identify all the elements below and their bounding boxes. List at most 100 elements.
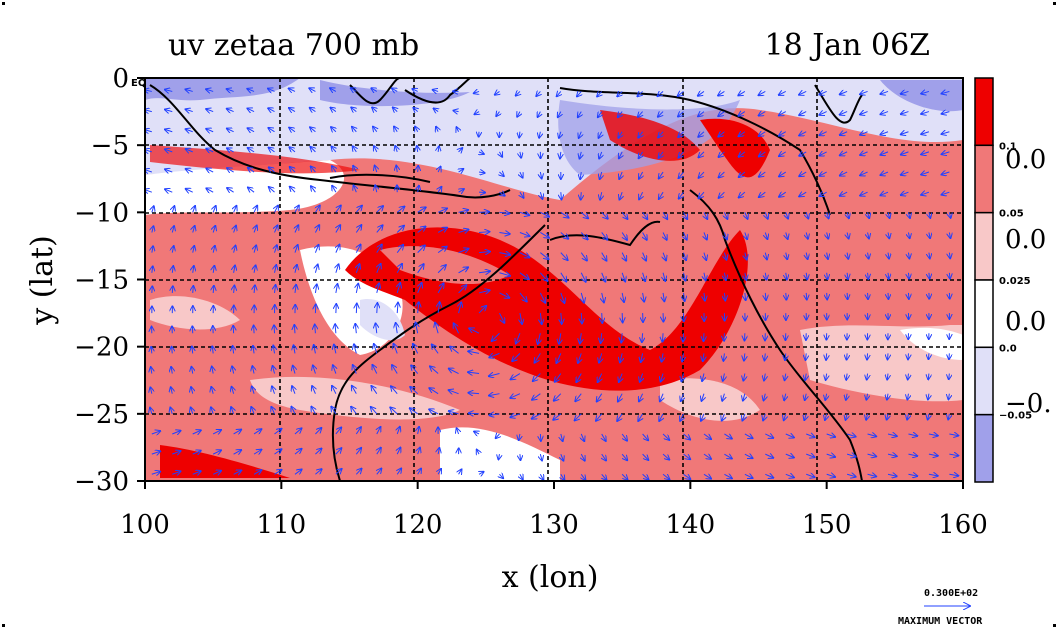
- wind-vector: [458, 267, 469, 274]
- wind-vector: [315, 206, 319, 213]
- wind-vector: [310, 108, 316, 112]
- wind-vector: [268, 89, 275, 92]
- wind-vector: [459, 189, 464, 192]
- wind-vector: [206, 149, 214, 152]
- colorbar-label: −0.05: [999, 411, 1032, 422]
- wind-vector: [212, 471, 221, 475]
- wind-vector: [928, 474, 938, 476]
- wind-vector: [193, 266, 194, 273]
- wind-vector: [450, 347, 459, 354]
- wind-vector: [397, 427, 400, 435]
- wind-vector: [212, 430, 221, 434]
- wind-vector: [806, 434, 814, 437]
- wind-vector: [438, 167, 440, 172]
- wind-vector: [847, 232, 848, 238]
- wind-vector: [477, 450, 479, 455]
- wind-vector: [213, 266, 214, 273]
- wind-vector: [602, 473, 607, 480]
- wind-vector: [784, 413, 786, 420]
- y-axis-label: y (lat): [25, 235, 60, 325]
- wind-vector: [880, 112, 889, 115]
- wind-vector: [599, 151, 602, 159]
- wind-vector: [826, 373, 827, 380]
- wind-vector: [659, 171, 663, 178]
- wind-vector: [840, 152, 848, 155]
- wind-vector: [578, 111, 581, 118]
- wind-vector: [172, 286, 173, 293]
- wind-vector: [376, 225, 383, 233]
- wind-vector: [887, 373, 888, 380]
- wind-vector: [888, 212, 890, 218]
- wind-vector: [641, 353, 643, 362]
- wind-vector: [684, 292, 685, 301]
- wind-vector: [581, 292, 584, 303]
- wind-vector: [411, 365, 419, 374]
- wind-vector: [152, 206, 154, 213]
- wind-vector: [745, 212, 748, 218]
- wind-vector: [880, 172, 889, 175]
- wind-vector: [779, 192, 787, 197]
- wind-vector: [701, 413, 704, 421]
- wind-vector: [540, 192, 542, 199]
- wind-vector: [206, 109, 214, 112]
- wind-vector: [765, 232, 767, 239]
- wind-vector: [489, 414, 500, 415]
- wind-vector: [435, 323, 438, 334]
- wind-vector: [417, 226, 426, 233]
- wind-vector: [860, 132, 868, 135]
- wind-vector: [274, 470, 282, 475]
- wind-vector: [659, 191, 663, 199]
- wind-vector: [847, 272, 848, 279]
- wind-vector: [191, 387, 193, 394]
- wind-vector: [231, 407, 234, 415]
- wind-vector: [247, 108, 255, 111]
- wind-vector: [330, 108, 335, 112]
- wind-vector: [622, 232, 627, 239]
- wind-vector: [806, 252, 807, 259]
- wind-vector: [739, 172, 746, 177]
- wind-vector: [371, 88, 376, 91]
- wind-vector: [540, 454, 542, 460]
- wind-vector: [512, 353, 521, 361]
- wind-vector: [663, 272, 665, 281]
- wind-vector: [437, 208, 447, 212]
- wind-vector: [718, 112, 725, 116]
- wind-vector: [642, 473, 649, 479]
- wind-vector: [866, 413, 867, 420]
- wind-vector: [478, 232, 489, 233]
- wind-vector: [510, 393, 521, 398]
- wind-vector: [336, 264, 339, 273]
- wind-vector: [233, 470, 242, 474]
- wind-vector: [929, 232, 930, 238]
- wind-vector: [826, 454, 835, 457]
- wind-vector: [683, 333, 684, 341]
- wind-vector: [661, 353, 663, 361]
- wind-vector: [724, 434, 731, 439]
- vector-legend-value: 0.300E+02: [924, 588, 978, 599]
- wind-vector: [254, 285, 255, 293]
- wind-vector: [786, 252, 787, 260]
- wind-vector: [581, 453, 585, 460]
- wind-vector: [376, 323, 377, 334]
- wind-vector: [868, 252, 869, 259]
- wind-vector: [520, 151, 521, 158]
- wind-vector: [622, 453, 627, 460]
- wind-vector: [602, 313, 603, 323]
- wind-vector: [274, 449, 282, 454]
- wind-vector: [536, 91, 540, 96]
- wind-vector: [949, 454, 958, 456]
- wind-vector: [638, 413, 642, 421]
- wind-vector: [275, 285, 276, 293]
- wind-vector: [315, 225, 319, 233]
- wind-vector: [289, 128, 296, 132]
- wind-vector: [759, 112, 766, 116]
- wind-vector: [396, 323, 398, 334]
- colorbar-big-label: 0.0: [1005, 225, 1046, 255]
- wind-vector: [901, 132, 909, 135]
- wind-vector: [638, 112, 643, 117]
- wind-vector: [868, 272, 869, 279]
- wind-vector: [786, 232, 788, 238]
- wind-vector: [376, 245, 382, 253]
- wind-vector: [459, 148, 463, 152]
- wind-vector: [806, 474, 814, 477]
